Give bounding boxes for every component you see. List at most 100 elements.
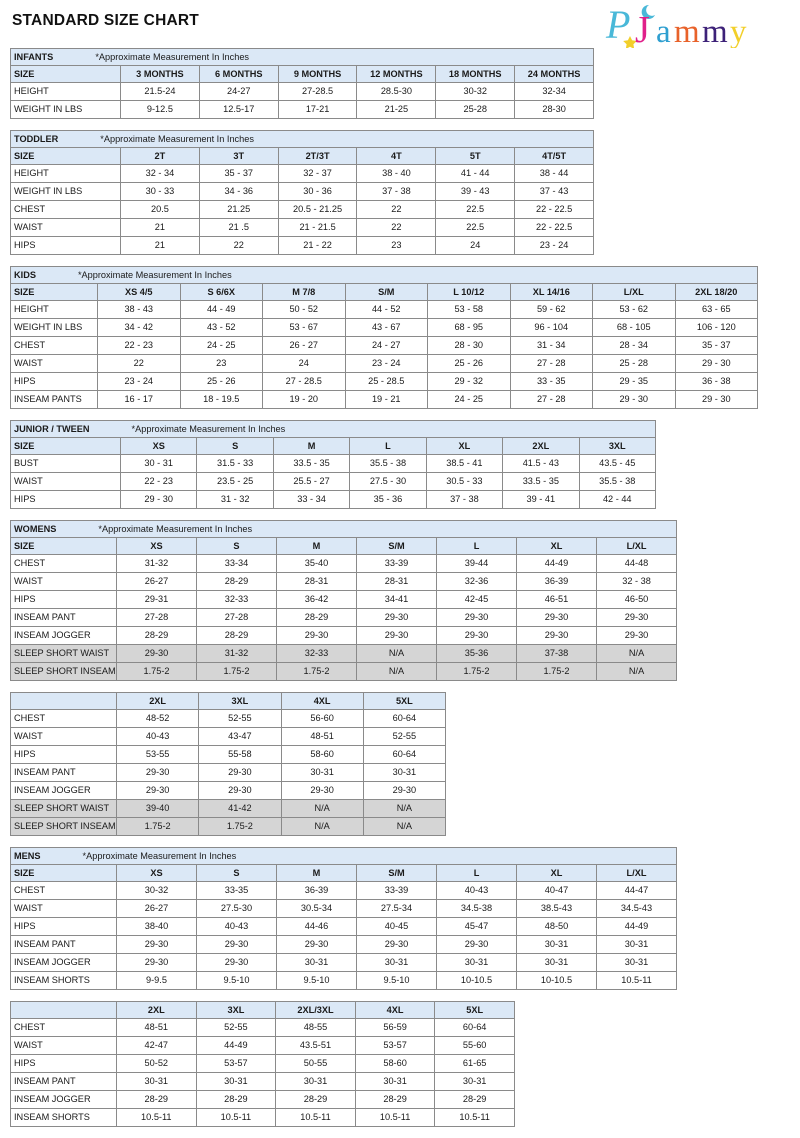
section-name: TODDLER (14, 134, 59, 144)
measurement-value: 22 (356, 218, 437, 237)
table-row: CHEST 31-32 33-34 35-40 33-39 39-44 44-49 44-48 (10, 554, 678, 573)
size-column-header-5: 5T (435, 147, 516, 165)
measurement-value: 36 - 38 (674, 372, 759, 391)
measurement-value: 24 - 25 (427, 390, 511, 409)
measurement-value: 9.5-10 (276, 971, 357, 990)
measurement-value: 25-28 (435, 100, 516, 119)
measurement-value: 34-41 (356, 590, 437, 609)
measurement-value: 30 - 36 (277, 182, 358, 201)
size-column-header-1: 3 MONTHS (120, 65, 200, 83)
section-name: JUNIOR / TWEEN (14, 424, 90, 434)
measurement-value: 30-31 (516, 953, 597, 972)
table-row: WAIST 26-27 27.5-30 30.5-34 27.5-34 34.5-38 38… (10, 899, 678, 918)
measurement-label: INSEAM PANT (10, 608, 117, 627)
size-col-header: SIZE (10, 437, 121, 455)
measurement-value: 24 - 25 (179, 336, 263, 355)
measurement-value: 38-40 (116, 917, 197, 936)
measurement-value: N/A (356, 662, 437, 681)
measurement-value: 28-29 (354, 1090, 436, 1109)
measurement-label: WAIST (10, 727, 117, 746)
size-column-header-8: 2XL 18/20 (674, 283, 759, 301)
size-column-header-3: M (276, 864, 357, 882)
section-name: INFANTS (14, 52, 54, 62)
size-table-womens: WOMENS *Approximate Measurement In Inches… (9, 520, 800, 681)
measurement-value: 30-31 (436, 953, 517, 972)
measurement-value: 52-55 (198, 709, 282, 728)
size-column-header-4: 5XL (362, 692, 447, 710)
measurement-value: 33.5 - 35 (502, 472, 580, 491)
logo-letter-m1: m (674, 14, 700, 48)
measurement-value: 30 - 33 (120, 182, 200, 201)
table-row: INSEAM PANT 30-31 30-31 30-31 30-31 30-31 (10, 1072, 515, 1091)
measurement-value: 29-30 (516, 626, 597, 645)
measurement-value: 33-39 (356, 554, 437, 573)
measurement-value: 28-30 (514, 100, 595, 119)
measurement-value: 46-50 (595, 590, 678, 609)
size-column-header-4: 4T (356, 147, 437, 165)
table-gap (0, 836, 800, 847)
measurement-value: N/A (362, 799, 447, 818)
measurement-label: WEIGHT IN LBS (10, 100, 121, 119)
measurement-value: 29-30 (115, 781, 200, 800)
measurement-value: 50-55 (275, 1054, 356, 1073)
measurement-value: 27-28 (196, 608, 277, 627)
measurement-value: 40-43 (436, 881, 517, 900)
size-table-kids: KIDS *Approximate Measurement In Inches SI… (9, 266, 800, 409)
measurement-value: 30.5-34 (276, 899, 357, 918)
measurement-value: 32-33 (196, 590, 277, 609)
measurement-value: 60-64 (434, 1018, 515, 1037)
table-row: HIPS 38-40 40-43 44-46 40-45 45-47 48-50 44-49 (10, 917, 678, 936)
table-row: SLEEP SHORT WAIST 39-40 41-42 N/A N/A (10, 799, 447, 818)
measurement-value: 10.5-11 (595, 971, 678, 990)
measurement-value: 38.5 - 41 (425, 454, 504, 473)
measurement-value: 30-31 (276, 953, 357, 972)
measurement-value: 20.5 (120, 200, 200, 219)
size-col-header: SIZE (10, 65, 121, 83)
size-table-toddler: TODDLER *Approximate Measurement In Inche… (9, 130, 800, 255)
logo-letter-p: P (605, 2, 630, 47)
measurement-value: 29 - 30 (592, 390, 676, 409)
measurement-value: 29-30 (116, 935, 197, 954)
measurement-value: 22 - 22.5 (514, 218, 595, 237)
table-row: WAIST 21 21 .5 21 - 21.5 22 22.5 22 - 22.5 (10, 218, 595, 237)
table-row: WEIGHT IN LBS 30 - 33 34 - 36 30 - 36 37 - 3… (10, 182, 595, 201)
measurement-label: INSEAM PANT (10, 1072, 117, 1091)
table-row: WAIST 40-43 43-47 48-51 52-55 (10, 727, 447, 746)
section-name: KIDS (14, 270, 36, 280)
measurement-value: 22 - 22.5 (514, 200, 595, 219)
table-row: INSEAM PANT 27-28 27-28 28-29 29-30 29-30 29-3… (10, 608, 678, 627)
measurement-value: 19 - 20 (262, 390, 346, 409)
measurement-label: HIPS (10, 236, 121, 255)
table-row: HEIGHT 32 - 34 35 - 37 32 - 37 38 - 40 41 - 4… (10, 164, 595, 183)
size-column-header-7: L/XL (595, 864, 678, 882)
measurement-value: 30-31 (354, 1072, 436, 1091)
measurement-value: 29-31 (116, 590, 197, 609)
size-header-row: 2XL 3XL 2XL/3XL 4XL 5XL (10, 1001, 515, 1019)
measurement-value: 52-55 (362, 727, 447, 746)
size-column-header-6: XL 14/16 (509, 283, 593, 301)
measurement-value: 30-31 (280, 763, 364, 782)
size-col-header: SIZE (10, 537, 117, 555)
size-column-header-4: 12 MONTHS (356, 65, 437, 83)
measurement-value: 39 - 43 (435, 182, 516, 201)
measurement-value: 50 - 52 (262, 300, 346, 319)
measurement-value: 1.75-2 (516, 662, 597, 681)
measurement-value: 34.5-43 (595, 899, 678, 918)
size-col-header: SIZE (10, 864, 117, 882)
measurement-value: 53 - 67 (262, 318, 346, 337)
size-column-header-2: 3T (198, 147, 279, 165)
measurement-value: 18 - 19.5 (179, 390, 263, 409)
size-column-header-5: 18 MONTHS (435, 65, 516, 83)
measurement-value: 29-30 (436, 626, 517, 645)
measurement-value: 35 - 37 (198, 164, 279, 183)
section-banner-cell: JUNIOR / TWEEN *Approximate Measurement I… (10, 420, 656, 438)
measurement-value: 30.5 - 33 (425, 472, 504, 491)
measurement-value: 22 (198, 236, 279, 255)
measurement-label: HIPS (10, 1054, 117, 1073)
measurement-value: 28-29 (196, 626, 277, 645)
measurement-label: SLEEP SHORT INSEAM (10, 817, 117, 836)
measurement-value: 43-47 (198, 727, 282, 746)
table-gap (0, 681, 800, 692)
table-row: WAIST 42-47 44-49 43.5-51 53-57 55-60 (10, 1036, 515, 1055)
measurement-label: BUST (10, 454, 121, 473)
